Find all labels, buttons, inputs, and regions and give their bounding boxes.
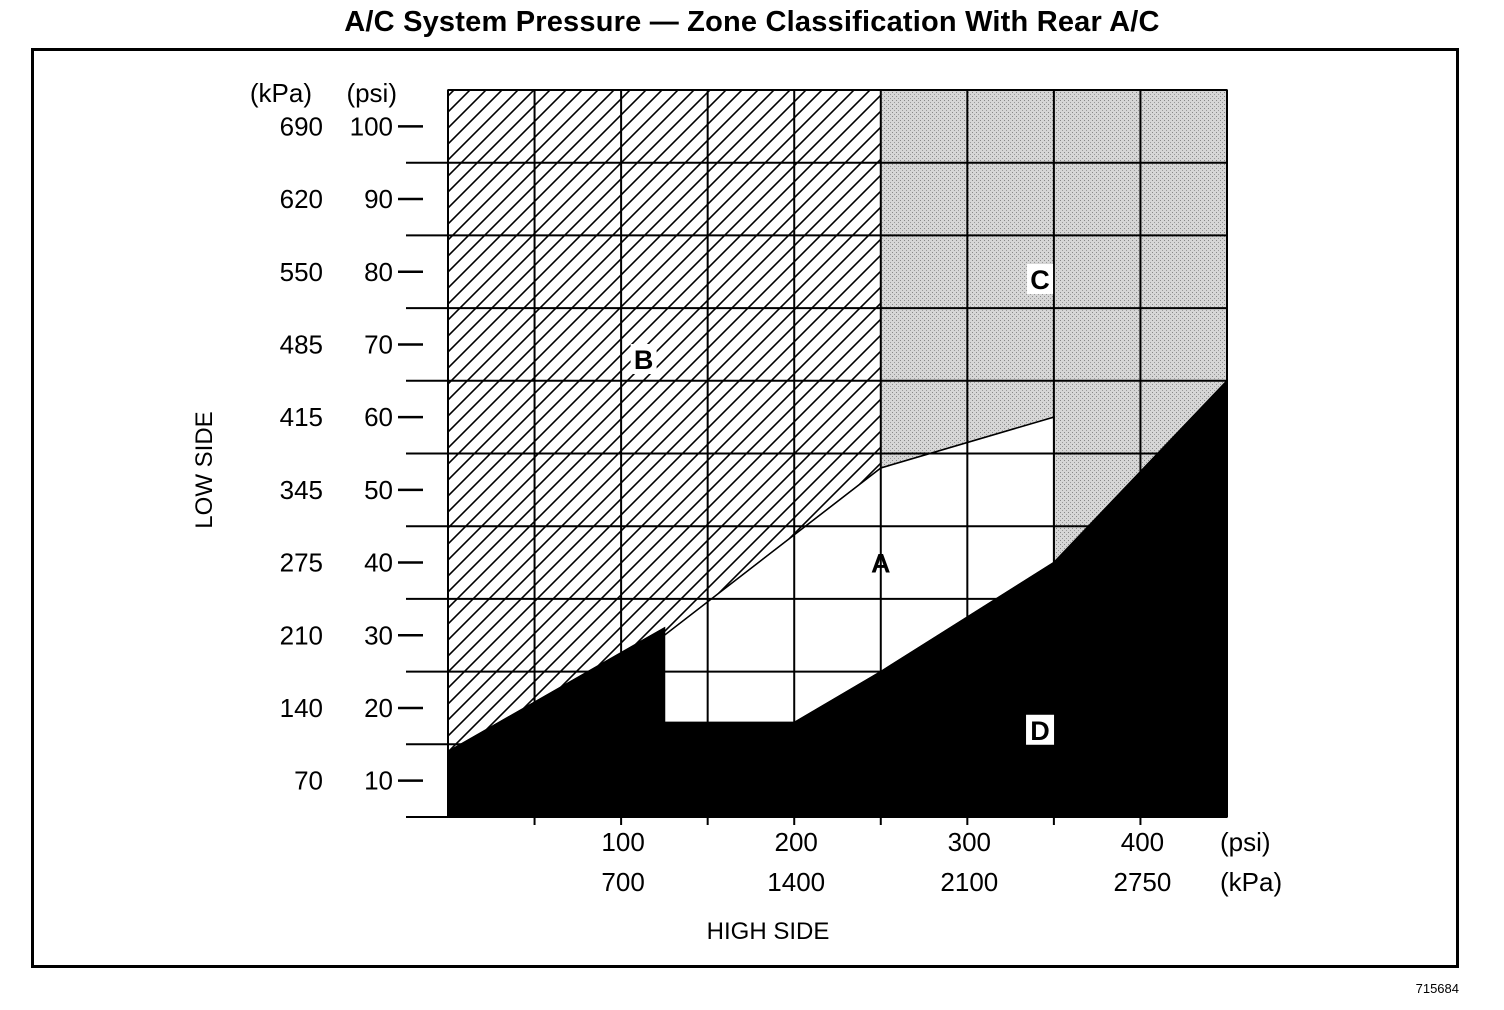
y-tick-label-psi: 50 [364, 475, 393, 505]
y-tick-label-psi: 90 [364, 184, 393, 214]
y-tick-label-kpa: 210 [280, 620, 323, 650]
zone-label-bg [1027, 264, 1054, 295]
y-unit-kpa: (kPa) [250, 78, 312, 108]
y-tick-label-psi: 60 [364, 402, 393, 432]
x-tick-label-psi: 200 [775, 827, 818, 857]
y-tick-label-kpa: 345 [280, 475, 323, 505]
x-tick-label-kpa: 2100 [940, 867, 998, 897]
y-tick-label-kpa: 550 [280, 257, 323, 287]
y-tick-label-psi: 20 [364, 693, 393, 723]
x-tick-label-kpa: 1400 [767, 867, 825, 897]
x-tick-label-kpa: 2750 [1114, 867, 1172, 897]
x-tick-label-psi: 300 [948, 827, 991, 857]
y-tick-label-kpa: 275 [280, 548, 323, 578]
y-tick-label-kpa: 485 [280, 329, 323, 359]
y-tick-label-psi: 80 [364, 257, 393, 287]
labels-layer: A B C D [630, 264, 1055, 746]
x-tick-label-psi: 400 [1121, 827, 1164, 857]
y-axis-title: LOW SIDE [191, 411, 218, 528]
y-tick-label-kpa: 415 [280, 402, 323, 432]
y-tick-label-kpa: 70 [294, 766, 323, 796]
zone-label-c: C [1030, 265, 1050, 295]
zone-label-d: D [1030, 716, 1050, 746]
zone-label-bg [630, 343, 657, 374]
figure-id: 715684 [1415, 981, 1459, 996]
y-tick-label-kpa: 620 [280, 184, 323, 214]
y-tick-label-psi: 10 [364, 766, 393, 796]
x-tick-label-psi: 100 [601, 827, 644, 857]
x-tick-label-kpa: 700 [601, 867, 644, 897]
y-tick-label-psi: 40 [364, 548, 393, 578]
x-unit-kpa: (kPa) [1220, 867, 1282, 897]
y-tick-label-psi: 30 [364, 620, 393, 650]
zone-label-bg [1026, 714, 1055, 745]
zone-label-a: A [871, 549, 891, 579]
axes-layer: 10 70 20 140 30 210 40 275 50 345 60 415 70 485 80 550 9… [191, 78, 1282, 945]
chart-title: A/C System Pressure — Zone Classificatio… [344, 6, 1160, 38]
zone-label-b: B [634, 345, 654, 375]
grid-layer [406, 89, 1228, 825]
y-tick-label-psi: 100 [350, 111, 393, 141]
y-tick-label-psi: 70 [364, 329, 393, 359]
y-tick-label-kpa: 690 [280, 111, 323, 141]
y-unit-psi: (psi) [346, 78, 397, 108]
x-axis-title: HIGH SIDE [707, 918, 830, 945]
chart-frame [31, 48, 1459, 968]
y-tick-label-kpa: 140 [280, 693, 323, 723]
x-unit-psi: (psi) [1220, 827, 1271, 857]
